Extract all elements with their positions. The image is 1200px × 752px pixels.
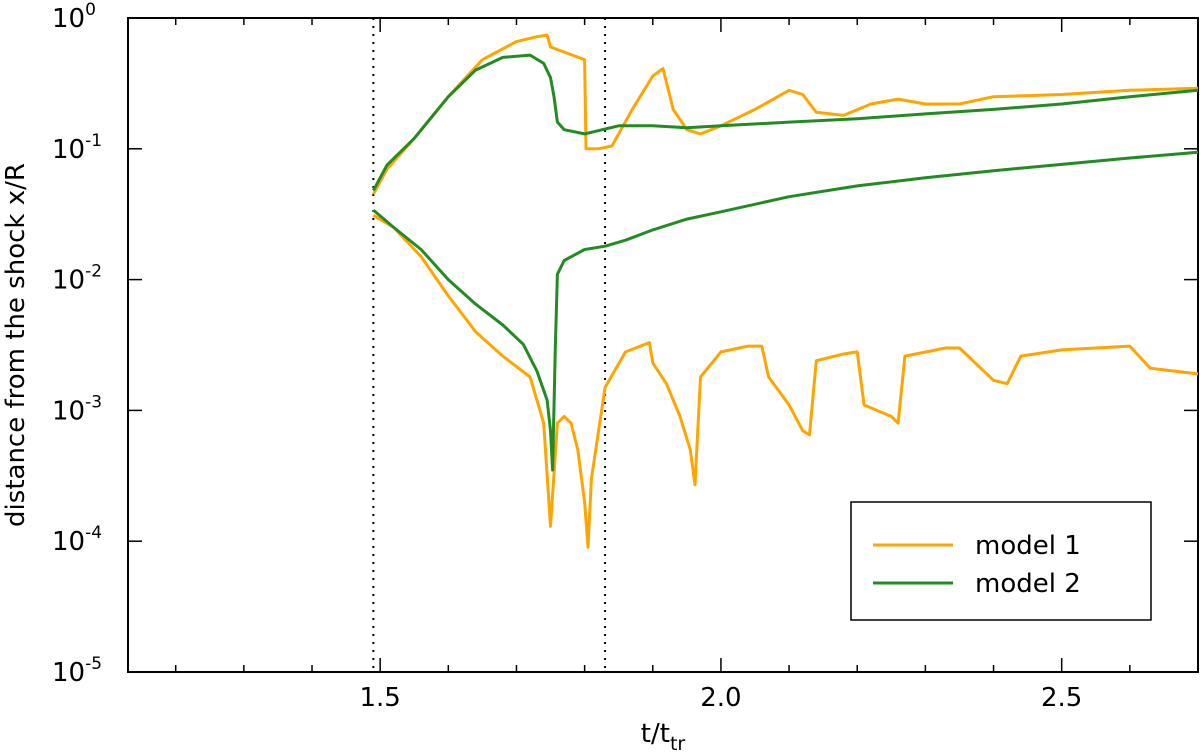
y-tick-label: 10-2 (52, 262, 102, 296)
legend: model 1 model 2 (850, 501, 1152, 621)
series-line-model-2-lower (372, 150, 1199, 472)
x-axis-label: t/ttr (641, 719, 686, 752)
x-tick-label: 1.5 (359, 683, 400, 713)
y-tick-label: 10-4 (52, 523, 102, 557)
series-line-model-1-lower (372, 214, 1199, 549)
ticks-group (128, 17, 1199, 673)
plot-area (127, 17, 1199, 673)
y-axis-label: distance from the shock x/R (1, 163, 31, 527)
y-tick-label: 10-1 (52, 131, 102, 165)
series-line-model-1-upper (372, 33, 1199, 195)
series-line-model-2-upper (372, 53, 1199, 192)
y-tick-label: 10-5 (52, 654, 102, 688)
reference-lines (372, 18, 607, 672)
legend-label-model-1: model 1 (975, 531, 1081, 561)
x-axis-label-base: t/t (641, 719, 670, 749)
legend-box (850, 501, 1152, 621)
x-tick-label: 2.0 (700, 683, 741, 713)
y-tick-labels: 100 10-1 10-2 10-3 10-4 10-5 (52, 0, 102, 688)
y-tick-label: 10-3 (52, 392, 102, 426)
x-tick-labels: 1.5 2.0 2.5 (359, 683, 1082, 713)
series-group (372, 33, 1199, 549)
y-tick-label: 100 (52, 0, 96, 34)
x-axis-label-subscript: tr (670, 733, 685, 752)
legend-label-model-2: model 2 (975, 569, 1081, 599)
x-tick-label: 2.5 (1041, 683, 1082, 713)
